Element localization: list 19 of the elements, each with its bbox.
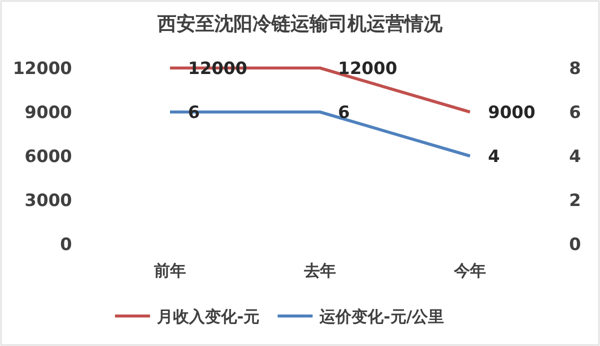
- legend: 月收入变化-元: [157, 307, 260, 326]
- y2tick: 6: [569, 103, 581, 123]
- ytick: 12000: [12, 59, 72, 79]
- data-label: 4: [488, 147, 500, 167]
- ytick: 6000: [24, 147, 72, 167]
- legend: 运价变化-元/公里: [320, 307, 444, 326]
- ytick: 0: [60, 235, 72, 255]
- xtick: 前年: [154, 261, 186, 280]
- y2tick: 4: [569, 147, 581, 167]
- title: 西安至沈阳冷链运输司机运营情况: [158, 13, 442, 35]
- y2tick: 2: [569, 191, 581, 211]
- xtick: 去年: [304, 261, 336, 280]
- ytick: 3000: [24, 191, 72, 211]
- y2tick: 8: [569, 59, 581, 79]
- data-label: 9000: [488, 103, 536, 123]
- data-label: 12000: [338, 59, 398, 79]
- ytick: 9000: [24, 103, 72, 123]
- xtick: 今年: [454, 261, 486, 280]
- y2tick: 0: [569, 235, 581, 255]
